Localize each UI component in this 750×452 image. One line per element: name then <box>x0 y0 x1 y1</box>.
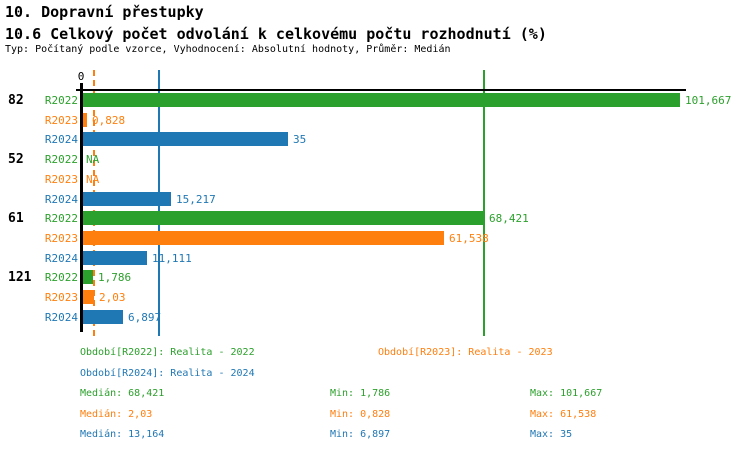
chart-meta: Typ: Počítaný podle vzorce, Vyhodnocení:… <box>5 44 451 55</box>
bar-value-label: NA <box>86 173 100 186</box>
bar-row-label-R2023: R2023 <box>44 232 78 245</box>
bar-value-label: 2,03 <box>99 291 126 304</box>
legend-item-R2022: Období[R2022]: Realita - 2022 <box>80 347 255 358</box>
stat-median-R2022: Medián: 68,421 <box>80 388 165 399</box>
y-axis-line <box>80 83 83 332</box>
bar-value-label: 0,828 <box>92 114 126 127</box>
bar-row-label-R2024: R2024 <box>44 252 78 265</box>
bar-value-label: 15,217 <box>176 193 216 206</box>
x-axis-line <box>76 89 686 91</box>
bar-row-label-R2023: R2023 <box>44 114 78 127</box>
stat-median-R2024: Medián: 13,164 <box>80 429 165 440</box>
bar-row-label-R2024: R2024 <box>44 311 78 324</box>
median-line-R2022 <box>483 70 485 336</box>
stat-max-R2023: Max: 61,538 <box>530 409 597 420</box>
bar-61-R2023 <box>82 231 444 245</box>
bar-row-label-R2024: R2024 <box>44 193 78 206</box>
bar-row-label-R2022: R2022 <box>44 212 78 225</box>
axis-tick-label-0: 0 <box>77 70 85 83</box>
bar-52-R2024 <box>82 192 171 206</box>
group-label-52: 52 <box>8 152 24 167</box>
bar-61-R2024 <box>82 251 147 265</box>
bar-82-R2023 <box>82 113 87 127</box>
bar-121-R2024 <box>82 310 123 324</box>
bar-row-label-R2023: R2023 <box>44 173 78 186</box>
bar-121-R2023 <box>82 290 94 304</box>
page-subtitle: 10.6 Celkový počet odvolání k celkovému … <box>5 25 547 43</box>
group-label-61: 61 <box>8 211 24 226</box>
bar-value-label: 6,897 <box>128 311 162 324</box>
bar-value-label: NA <box>86 153 100 166</box>
bar-row-label-R2023: R2023 <box>44 291 78 304</box>
stat-max-R2022: Max: 101,667 <box>530 388 603 399</box>
bar-row-label-R2024: R2024 <box>44 133 78 146</box>
bar-value-label: 101,667 <box>685 94 732 107</box>
stat-median-R2023: Medián: 2,03 <box>80 409 153 420</box>
bar-121-R2022 <box>82 270 93 284</box>
stat-min-R2024: Min: 6,897 <box>330 429 391 440</box>
bar-value-label: 11,111 <box>152 252 192 265</box>
bar-value-label: 61,538 <box>449 232 489 245</box>
bar-row-label-R2022: R2022 <box>44 94 78 107</box>
stat-max-R2024: Max: 35 <box>530 429 573 440</box>
bar-value-label: 68,421 <box>489 212 529 225</box>
bar-row-label-R2022: R2022 <box>44 153 78 166</box>
group-label-121: 121 <box>8 270 32 285</box>
page-title: 10. Dopravní přestupky <box>5 3 204 21</box>
stat-min-R2022: Min: 1,786 <box>330 388 391 399</box>
bar-value-label: 1,786 <box>98 271 132 284</box>
stat-min-R2023: Min: 0,828 <box>330 409 391 420</box>
bar-82-R2024 <box>82 132 288 146</box>
bar-82-R2022 <box>82 93 680 107</box>
bar-value-label: 35 <box>293 133 307 146</box>
bar-61-R2022 <box>82 211 484 225</box>
bar-row-label-R2022: R2022 <box>44 271 78 284</box>
legend-item-R2024: Období[R2024]: Realita - 2024 <box>80 368 255 379</box>
legend-item-R2023: Období[R2023]: Realita - 2023 <box>378 347 553 358</box>
group-label-82: 82 <box>8 93 24 108</box>
